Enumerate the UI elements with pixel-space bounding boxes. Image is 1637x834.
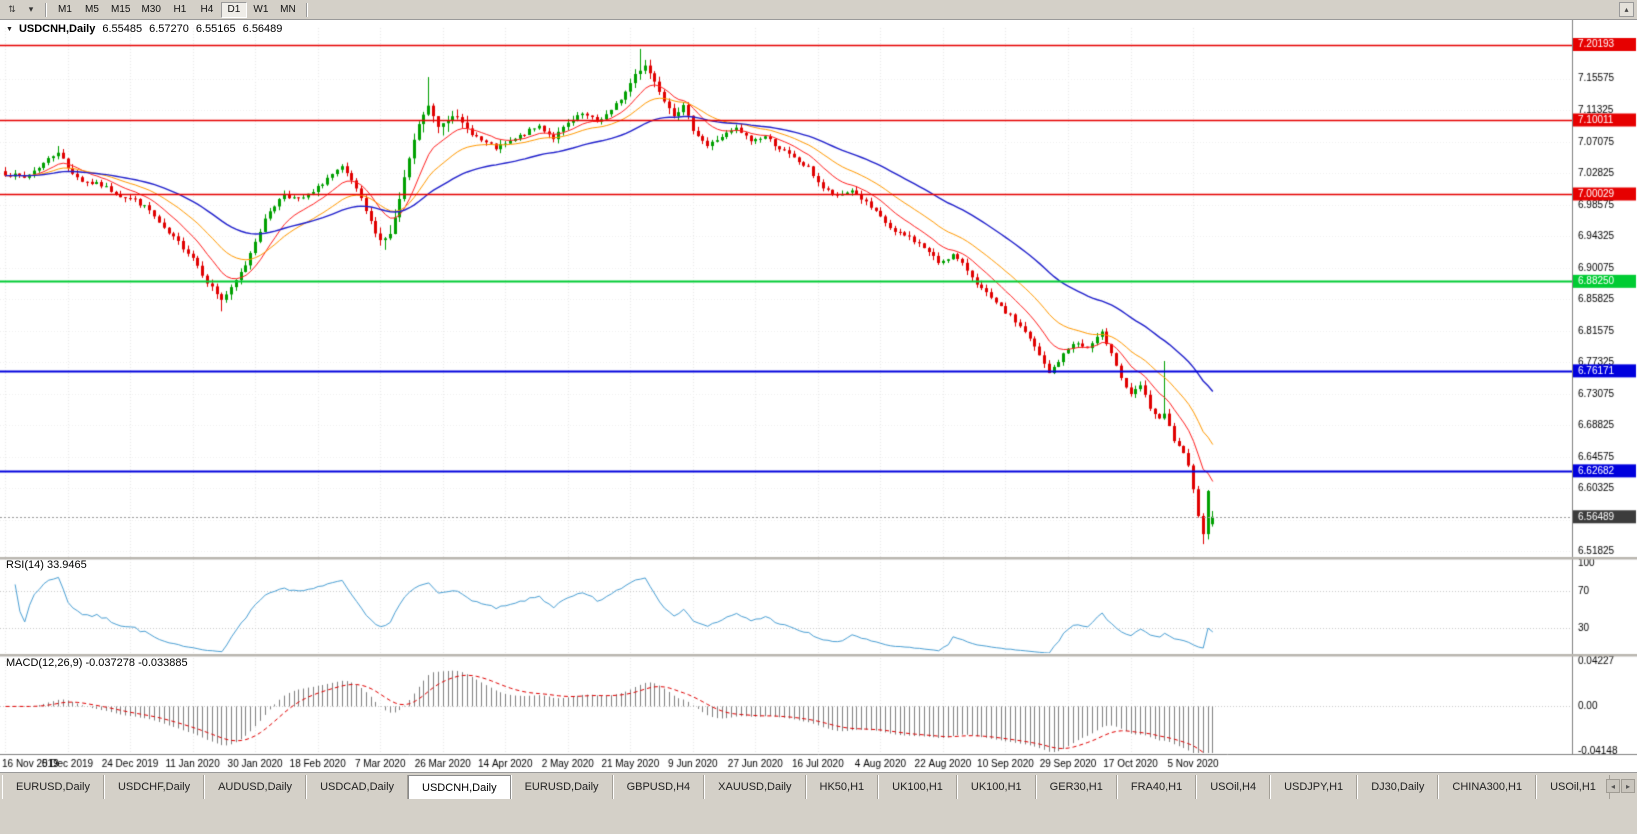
- chart-tab-usdcnh-daily[interactable]: USDCNH,Daily: [408, 775, 511, 799]
- timeframe-toolbar: ⇅ ▾ M1 M5 M15 M30 H1 H4 D1 W1 MN ▴: [0, 0, 1637, 20]
- dropdown-arrow-icon[interactable]: ▾: [28, 4, 34, 14]
- chart-tab-usdchf-daily[interactable]: USDCHF,Daily: [103, 775, 205, 799]
- toolbar-separator: [45, 2, 47, 17]
- timeframe-button-m30[interactable]: M30: [136, 2, 165, 18]
- price-chart-canvas[interactable]: [0, 20, 1637, 772]
- chart-tab-eurusd-daily[interactable]: EURUSD,Daily: [2, 775, 104, 799]
- chart-tab-ger30-h1[interactable]: GER30,H1: [1035, 775, 1117, 799]
- tabs-scroll-left-button[interactable]: ◂: [1606, 779, 1620, 793]
- chart-tab-china300-h1[interactable]: CHINA300,H1: [1438, 775, 1537, 799]
- scroll-arrows-icon[interactable]: ⇅: [8, 4, 16, 14]
- chart-tab-gbpusd-h4[interactable]: GBPUSD,H4: [612, 775, 705, 799]
- chart-tab-audusd-daily[interactable]: AUDUSD,Daily: [204, 775, 307, 799]
- chart-tab-dj30-daily[interactable]: DJ30,Daily: [1357, 775, 1439, 799]
- chart-tab-usdcad-daily[interactable]: USDCAD,Daily: [306, 775, 409, 799]
- timeframe-button-m1[interactable]: M1: [52, 2, 78, 18]
- timeframe-button-m15[interactable]: M15: [106, 2, 135, 18]
- toolbar-separator: [305, 2, 308, 17]
- timeframe-button-m5[interactable]: M5: [79, 2, 105, 18]
- chart-tab-eurusd-daily-2[interactable]: EURUSD,Daily: [510, 775, 613, 799]
- chart-tab-uk100-h1-2[interactable]: UK100,H1: [956, 775, 1036, 799]
- chart-tab-hk50-h1[interactable]: HK50,H1: [805, 775, 879, 799]
- tabs-scroll-right-button[interactable]: ▸: [1621, 779, 1635, 793]
- chart-tab-fra40-h1[interactable]: FRA40,H1: [1116, 775, 1197, 799]
- timeframe-button-h4[interactable]: H4: [194, 2, 220, 18]
- chart-tab-usoil-h4[interactable]: USOil,H4: [1196, 775, 1271, 799]
- timeframe-button-d1[interactable]: D1: [220, 1, 247, 18]
- chart-tab-xauusd-daily[interactable]: XAUUSD,Daily: [704, 775, 806, 799]
- chart-tabs-bar: EURUSD,Daily USDCHF,Daily AUDUSD,Daily U…: [0, 772, 1637, 799]
- status-strip: [0, 799, 1637, 834]
- timeframe-button-h1[interactable]: H1: [167, 2, 193, 18]
- tabs-scroll-arrows: ◂ ▸: [1606, 779, 1635, 793]
- chart-tab-usoil-h1[interactable]: USOil,H1: [1536, 775, 1610, 799]
- symbol-dropdown-icon[interactable]: ▼: [6, 25, 13, 33]
- chart-tab-uk100-h1[interactable]: UK100,H1: [878, 775, 957, 799]
- timeframe-button-mn[interactable]: MN: [275, 2, 301, 18]
- timeframe-button-w1[interactable]: W1: [248, 2, 274, 18]
- chart-tab-usdjpy-h1[interactable]: USDJPY,H1: [1270, 775, 1358, 799]
- scrollbar-up-button[interactable]: ▴: [1619, 2, 1634, 17]
